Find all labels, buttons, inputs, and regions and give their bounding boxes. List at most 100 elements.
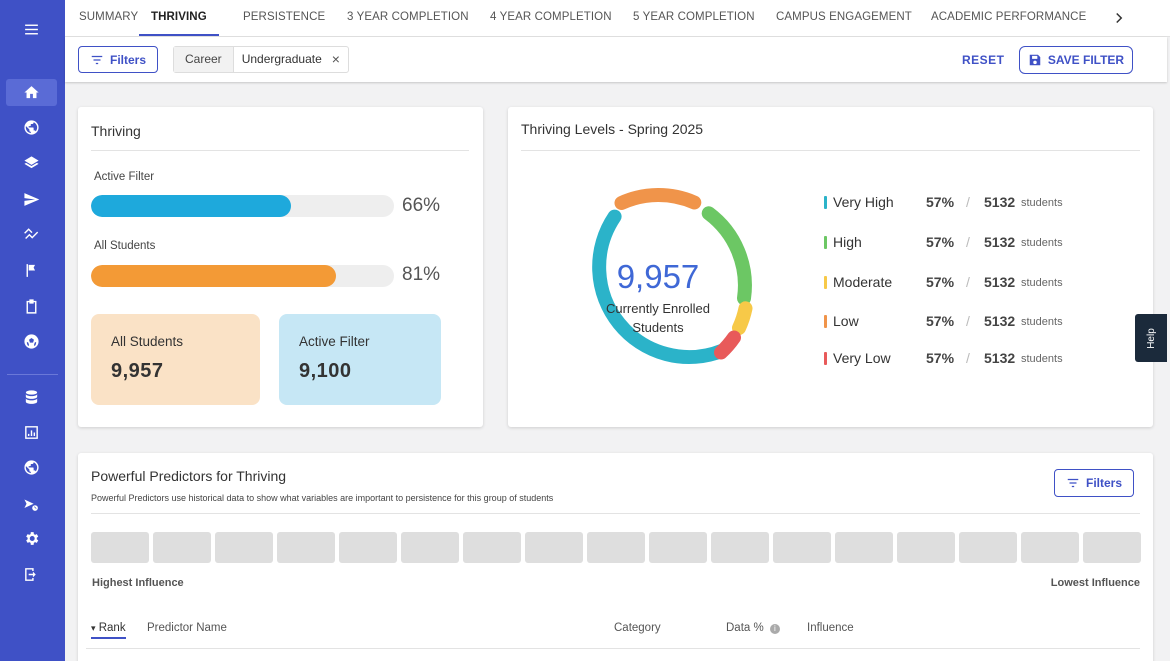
rank-label: Rank [98,622,126,634]
layers-icon[interactable] [6,150,57,177]
legend-count: 5132 [984,313,1016,329]
filter-icon [1067,478,1079,488]
help-label: Help [1145,327,1157,349]
influence-cell [959,532,1017,563]
levels-divider [521,150,1140,151]
donut-segment-very-low[interactable] [714,330,741,360]
influence-cell [711,532,769,563]
predictors-title: Powerful Predictors for Thriving [91,468,287,484]
sidebar [0,0,65,661]
chip-key: Career [174,47,234,72]
influence-cell [277,532,335,563]
thriving-title: Thriving [91,123,141,139]
legend-mark [824,196,827,209]
influence-cell [91,532,149,563]
save-filter-label: SAVE FILTER [1047,53,1125,67]
thriving-donut-chart: 9,957 Currently Enrolled Students [592,188,753,364]
soccer-ball-icon[interactable] [6,328,57,355]
influence-cell [649,532,707,563]
legend-mark [824,315,827,328]
send-icon[interactable] [6,186,57,213]
influence-cell [525,532,583,563]
influence-cell [897,532,955,563]
influence-cell [215,532,273,563]
influence-cell [1021,532,1079,563]
donut-segment-low[interactable] [614,188,702,210]
home-icon[interactable] [6,79,57,106]
tab-thriving[interactable]: THRIVING [139,0,219,36]
chip-remove-icon[interactable]: × [331,51,340,67]
filter-icon [91,55,103,64]
column-header-influence[interactable]: Influence [807,622,854,634]
influence-cell [587,532,645,563]
legend-unit: students [1021,197,1063,209]
database-icon[interactable] [6,384,57,411]
tab-3-year-completion[interactable]: 3 YEAR COMPLETION [347,11,469,23]
all-students-bar-fill [91,265,337,287]
legend-unit: students [1021,277,1063,289]
column-header-category[interactable]: Category [614,622,661,634]
active-filter-label: Active Filter [94,171,155,183]
influence-cell [835,532,893,563]
influence-cell [339,532,397,563]
donut-center-value: 9,957 [617,258,700,295]
filter-bar: Filters Career Undergraduate × RESET SAV… [65,37,1167,82]
globe-icon[interactable] [6,454,57,481]
active-filter-stat: Active Filter 9,100 [279,314,441,405]
active-filter-bar [91,195,394,217]
legend-row-high: High 57% / 5132 students [824,233,1124,253]
tab-5-year-completion[interactable]: 5 YEAR COMPLETION [633,11,755,23]
route-icon[interactable] [6,491,57,518]
influence-cell [153,532,211,563]
tab-4-year-completion[interactable]: 4 YEAR COMPLETION [490,11,612,23]
column-header-data-pct[interactable]: Data % i [726,622,780,634]
legend-slash: / [966,350,970,366]
save-filter-button[interactable]: SAVE FILTER [1019,46,1133,74]
all-students-stat: All Students 9,957 [91,314,260,405]
donut-segment-moderate[interactable] [732,301,753,335]
tab-academic-performance[interactable]: ACADEMIC PERFORMANCE [931,11,1087,23]
thriving-card: Thriving Active Filter 66% All Students … [78,107,483,427]
legend-row-moderate: Moderate 57% / 5132 students [824,273,1124,293]
bar-chart-icon[interactable] [6,419,57,446]
donut-segment-very-high[interactable] [592,209,730,364]
active-filter-bar-fill [91,195,291,217]
menu-icon[interactable] [6,16,57,43]
donut-center-label-2: Students [632,320,684,335]
help-tab[interactable]: Help [1135,314,1167,362]
flag-icon[interactable] [6,257,57,284]
globe-icon[interactable] [6,114,57,141]
legend-name: High [833,234,862,250]
column-header-rank[interactable]: ▾ Rank [91,622,126,639]
legend-mark [824,352,827,365]
trend-icon[interactable] [6,221,57,248]
legend-count: 5132 [984,234,1016,250]
legend-slash: / [966,313,970,329]
legend-slash: / [966,194,970,210]
predictors-filters-button[interactable]: Filters [1054,469,1134,497]
tab-persistence[interactable]: PERSISTENCE [243,11,326,23]
legend-row-low: Low 57% / 5132 students [824,312,1124,332]
lowest-influence-label: Lowest Influence [1050,577,1140,589]
filter-chip: Career Undergraduate × [173,46,349,73]
all-students-label: All Students [94,240,156,252]
clipboard-icon[interactable] [6,293,57,320]
legend-mark [824,276,827,289]
reset-button[interactable]: RESET [962,53,1005,67]
tab-summary[interactable]: SUMMARY [79,11,139,23]
column-header-predictor-name[interactable]: Predictor Name [147,622,227,634]
legend-row-very-low: Very Low 57% / 5132 students [824,349,1124,369]
gear-icon[interactable] [6,525,57,552]
thriving-divider [91,150,469,151]
all-students-bar [91,265,394,287]
logout-icon[interactable] [6,561,57,588]
filters-button[interactable]: Filters [78,46,158,73]
info-icon[interactable]: i [769,624,780,634]
legend-unit: students [1021,316,1063,328]
chip-value-text: Undergraduate [241,52,322,66]
influence-cell [773,532,831,563]
active-filter-stat-label: Active Filter [299,334,370,349]
chevron-right-icon[interactable] [1110,9,1128,27]
tab-campus-engagement[interactable]: CAMPUS ENGAGEMENT [776,11,912,23]
donut-segment-high[interactable] [701,206,752,306]
